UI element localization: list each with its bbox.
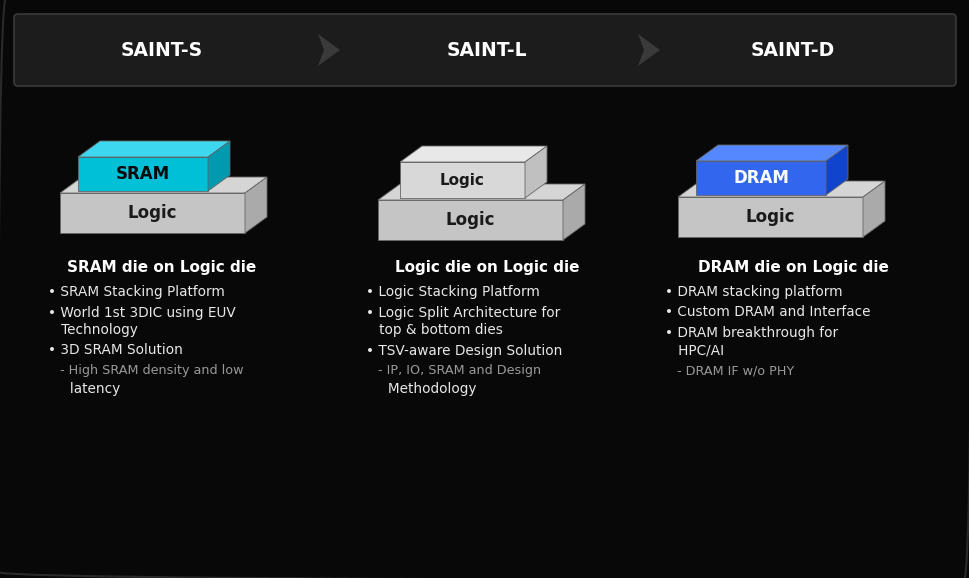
Text: SRAM: SRAM (116, 165, 170, 183)
Polygon shape (378, 200, 562, 240)
Polygon shape (78, 157, 207, 191)
Polygon shape (207, 141, 230, 191)
Text: • World 1st 3DIC using EUV: • World 1st 3DIC using EUV (47, 306, 235, 320)
Text: • Custom DRAM and Interface: • Custom DRAM and Interface (665, 306, 869, 320)
Polygon shape (78, 141, 230, 157)
Polygon shape (562, 184, 584, 240)
Text: • DRAM stacking platform: • DRAM stacking platform (665, 285, 842, 299)
Text: latency: latency (47, 381, 120, 395)
Text: Logic: Logic (128, 204, 177, 222)
Polygon shape (862, 181, 884, 237)
Text: - DRAM IF w/o PHY: - DRAM IF w/o PHY (665, 364, 794, 377)
Text: - IP, IO, SRAM and Design: - IP, IO, SRAM and Design (365, 364, 541, 377)
Text: SRAM die on Logic die: SRAM die on Logic die (67, 260, 257, 275)
Text: Logic: Logic (440, 172, 484, 187)
Text: SAINT-L: SAINT-L (447, 40, 527, 60)
Text: • Logic Split Architecture for: • Logic Split Architecture for (365, 306, 560, 320)
Text: Methodology: Methodology (365, 381, 476, 395)
Polygon shape (638, 34, 659, 66)
Polygon shape (399, 146, 547, 162)
Polygon shape (245, 177, 266, 233)
Text: • Logic Stacking Platform: • Logic Stacking Platform (365, 285, 540, 299)
Text: top & bottom dies: top & bottom dies (365, 323, 502, 337)
Polygon shape (696, 161, 826, 195)
Text: Logic die on Logic die: Logic die on Logic die (394, 260, 578, 275)
Text: HPC/AI: HPC/AI (665, 343, 724, 358)
Polygon shape (524, 146, 547, 198)
Text: DRAM die on Logic die: DRAM die on Logic die (697, 260, 888, 275)
Polygon shape (399, 162, 524, 198)
Text: Technology: Technology (47, 323, 138, 337)
Polygon shape (696, 145, 847, 161)
Text: • TSV-aware Design Solution: • TSV-aware Design Solution (365, 343, 562, 358)
Text: Logic: Logic (446, 211, 495, 229)
Text: - High SRAM density and low: - High SRAM density and low (47, 364, 243, 377)
Polygon shape (677, 197, 862, 237)
Text: SAINT-D: SAINT-D (750, 40, 834, 60)
Text: • SRAM Stacking Platform: • SRAM Stacking Platform (47, 285, 225, 299)
Text: SAINT-S: SAINT-S (121, 40, 203, 60)
Polygon shape (826, 145, 847, 195)
Polygon shape (60, 177, 266, 193)
Text: Logic: Logic (745, 208, 795, 226)
Polygon shape (60, 193, 245, 233)
Polygon shape (677, 181, 884, 197)
Text: • 3D SRAM Solution: • 3D SRAM Solution (47, 343, 183, 358)
Text: • DRAM breakthrough for: • DRAM breakthrough for (665, 326, 837, 340)
FancyBboxPatch shape (14, 14, 955, 86)
Text: DRAM: DRAM (733, 169, 788, 187)
Polygon shape (318, 34, 340, 66)
Polygon shape (378, 184, 584, 200)
